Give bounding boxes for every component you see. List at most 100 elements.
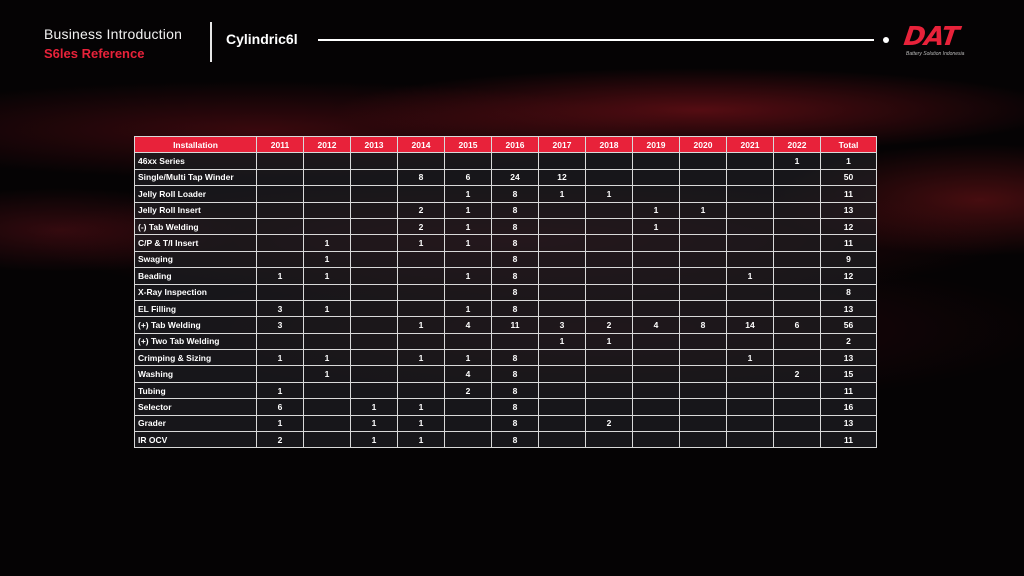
table-cell (538, 299, 586, 318)
table-cell (679, 234, 727, 252)
table-cell (585, 381, 633, 400)
table-cell: 8 (491, 201, 539, 219)
row-label: Beading (134, 267, 257, 285)
table-cell (585, 152, 633, 170)
row-total: 1 (820, 152, 877, 170)
table-cell: 2 (585, 414, 633, 433)
table-cell: 1 (397, 414, 445, 433)
table-cell (679, 185, 727, 203)
table-cell (679, 267, 727, 285)
row-total: 16 (820, 398, 877, 416)
table-cell (350, 152, 398, 170)
page-subtitle: S6les Reference (44, 46, 145, 61)
table-row: EL Filling 3 1 1 8 13 (134, 299, 877, 318)
table-cell (726, 168, 774, 187)
table-cell (679, 168, 727, 187)
table-cell (585, 250, 633, 269)
table-cell: 1 (538, 185, 586, 203)
table-cell: 8 (397, 168, 445, 187)
column-header: 2018 (585, 135, 633, 154)
column-header: 2015 (444, 135, 492, 154)
row-label: EL Filling (134, 299, 257, 318)
table-cell (491, 332, 539, 351)
row-label: Jelly Roll Insert (134, 201, 257, 219)
table-cell (679, 250, 727, 269)
table-cell (303, 217, 351, 236)
table-cell: 6 (256, 398, 304, 416)
table-cell (538, 217, 586, 236)
table-cell (585, 299, 633, 318)
table-cell (303, 168, 351, 187)
table-cell: 1 (444, 267, 492, 285)
table-cell (444, 332, 492, 351)
row-total: 13 (820, 414, 877, 433)
table-row: Beading 1 1 1 8 1 12 (134, 267, 877, 285)
table-cell (350, 234, 398, 252)
row-label: X-Ray Inspection (134, 283, 257, 301)
table-cell (350, 168, 398, 187)
section-name: Cylindric6l (226, 31, 298, 47)
table-cell (538, 349, 586, 367)
table-cell (444, 431, 492, 449)
table-cell (303, 185, 351, 203)
table-cell (303, 398, 351, 416)
table-cell (726, 217, 774, 236)
column-header: 2011 (256, 135, 304, 154)
table-cell: 8 (491, 250, 539, 269)
header-dot (883, 37, 889, 43)
table-cell (632, 168, 680, 187)
table-cell (726, 431, 774, 449)
table-cell (773, 332, 821, 351)
table-cell (632, 250, 680, 269)
row-label: Single/Multi Tap Winder (134, 168, 257, 187)
installation-table: Installation 2011 2012 2013 2014 2015 2016 2017… (134, 135, 877, 449)
table-cell (773, 234, 821, 252)
table-cell: 6 (444, 168, 492, 187)
table-cell (397, 365, 445, 383)
row-label: C/P & T/I Insert (134, 234, 257, 252)
page-title: Business Introduction (44, 26, 183, 42)
table-cell (350, 283, 398, 301)
table-cell: 8 (491, 234, 539, 252)
row-label: Tubing (134, 381, 257, 400)
row-total: 56 (820, 316, 877, 334)
table-cell (350, 250, 398, 269)
header-divider (210, 22, 212, 62)
column-header: 2017 (538, 135, 586, 154)
table-cell: 1 (350, 431, 398, 449)
table-cell (538, 250, 586, 269)
table-row: (+) Tab Welding 3 1 4 11 3 2 4 8 14 6 56 (134, 316, 877, 334)
table-row: Crimping & Sizing 1 1 1 1 8 1 13 (134, 349, 877, 367)
table-cell (350, 365, 398, 383)
table-cell (773, 299, 821, 318)
table-cell (632, 299, 680, 318)
column-header: Total (820, 135, 877, 154)
table-cell (350, 185, 398, 203)
table-cell (679, 398, 727, 416)
table-cell: 1 (444, 201, 492, 219)
table-cell (256, 365, 304, 383)
header-line (318, 39, 874, 41)
table-cell (538, 381, 586, 400)
table-cell: 1 (726, 349, 774, 367)
table-cell (679, 431, 727, 449)
table-cell: 3 (256, 299, 304, 318)
table-cell (256, 217, 304, 236)
table-cell: 1 (303, 299, 351, 318)
table-cell (773, 283, 821, 301)
table-cell: 8 (491, 267, 539, 285)
table-cell: 1 (773, 152, 821, 170)
table-cell (397, 152, 445, 170)
table-cell (350, 381, 398, 400)
table-cell: 2 (585, 316, 633, 334)
table-cell (350, 267, 398, 285)
row-label: (+) Two Tab Welding (134, 332, 257, 351)
table-cell (585, 398, 633, 416)
row-label: 46xx Series (134, 152, 257, 170)
installation-table-container: Installation 2011 2012 2013 2014 2015 2016 2017… (134, 135, 877, 449)
table-cell: 6 (773, 316, 821, 334)
table-cell (397, 332, 445, 351)
row-total: 2 (820, 332, 877, 351)
table-cell (632, 332, 680, 351)
table-cell (773, 431, 821, 449)
